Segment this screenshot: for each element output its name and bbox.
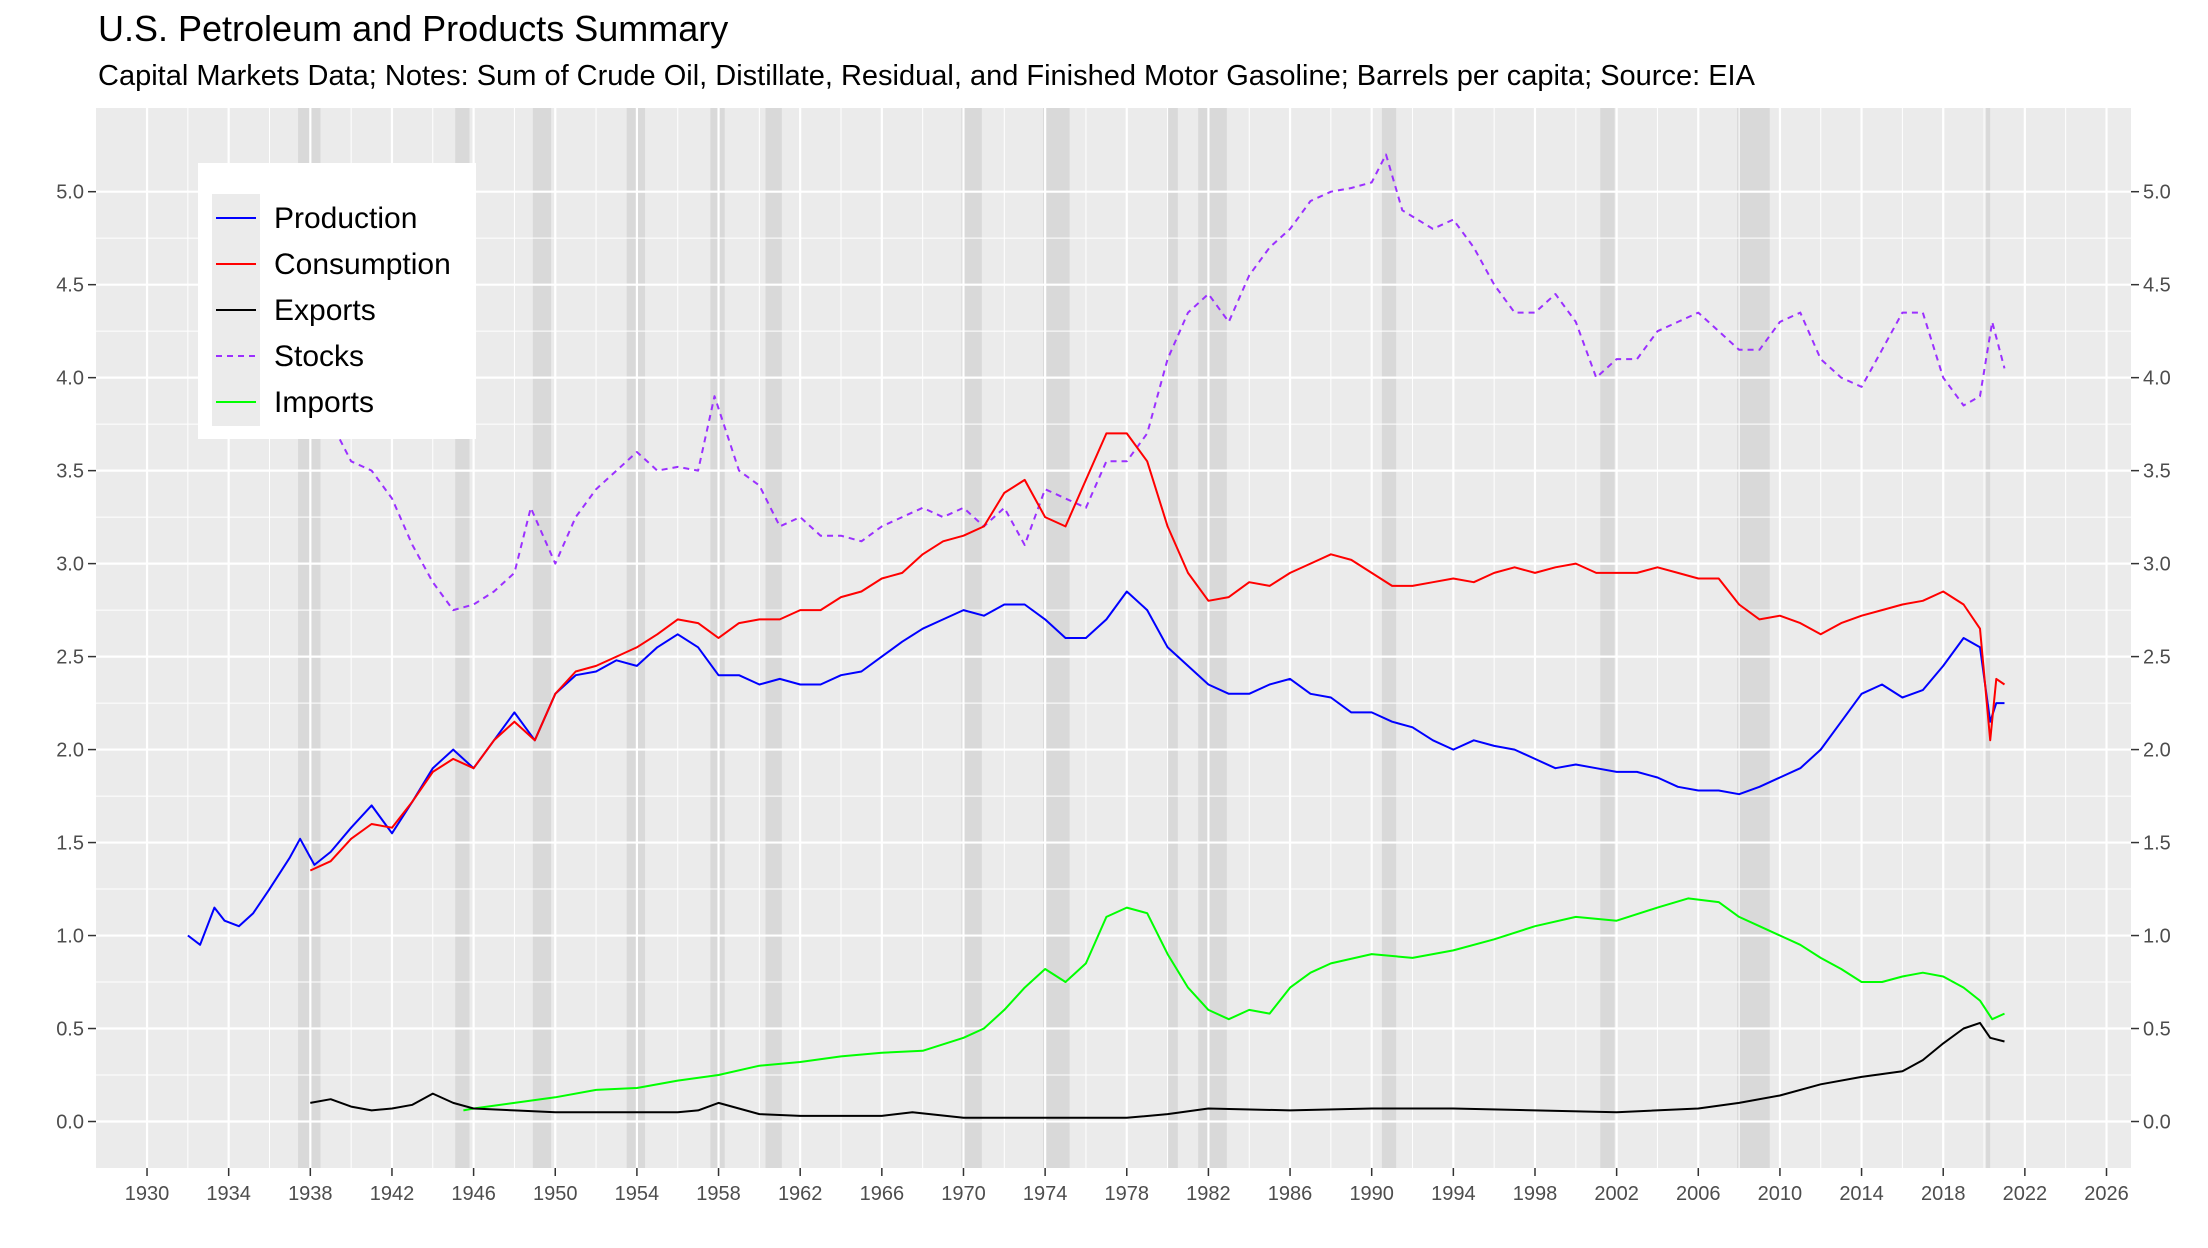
legend-item-imports: Imports — [212, 378, 374, 426]
y-tick-label-right: 3.0 — [2143, 554, 2171, 576]
x-tick-label: 2010 — [1758, 1183, 1803, 1205]
x-tick-label: 1998 — [1513, 1183, 1558, 1205]
left-y-axis: 0.0 0.5 1.0 1.5 2.0 2.5 3.0 3.5 4.0 4.5 5.0 — [56, 182, 96, 1134]
legend-item-production: Production — [212, 194, 417, 242]
right-y-axis: 0.0 0.5 1.0 1.5 2.0 2.5 3.0 3.5 4.0 4.5 5.0 — [2131, 182, 2171, 1134]
x-tick-label: 1942 — [370, 1183, 415, 1205]
x-axis: 1930 1934 1938 1942 1946 1950 1954 1958 1962 1966… — [125, 1168, 2129, 1205]
y-tick-label-left: 4.0 — [56, 368, 84, 390]
x-tick-label: 2026 — [2084, 1183, 2129, 1205]
x-tick-label: 1962 — [778, 1183, 823, 1205]
x-tick-label: 1994 — [1431, 1183, 1476, 1205]
x-tick-label: 2018 — [1921, 1183, 1966, 1205]
x-tick-label: 1954 — [615, 1183, 660, 1205]
y-tick-label-right: 4.5 — [2143, 275, 2171, 297]
y-tick-label-right: 2.5 — [2143, 647, 2171, 669]
x-tick-label: 1986 — [1268, 1183, 1313, 1205]
chart-title: U.S. Petroleum and Products Summary — [98, 8, 729, 49]
x-tick-label: 2006 — [1676, 1183, 1721, 1205]
legend-item-stocks: Stocks — [212, 332, 364, 380]
recession-band-10 — [1381, 108, 1397, 1168]
x-tick-label: 1958 — [696, 1183, 741, 1205]
x-tick-label: 2002 — [1594, 1183, 1639, 1205]
y-tick-label-left: 0.0 — [56, 1112, 84, 1134]
chart-subtitle: Capital Markets Data; Notes: Sum of Crud… — [98, 60, 1755, 92]
recession-band-6 — [961, 108, 982, 1168]
x-tick-label: 1974 — [1023, 1183, 1068, 1205]
x-tick-label: 1982 — [1186, 1183, 1231, 1205]
series-lines — [187, 153, 2006, 1119]
legend: Production Consumption Exports Stocks Im — [198, 163, 476, 439]
recession-band-11 — [1600, 108, 1615, 1168]
recession-band-9 — [1198, 108, 1227, 1168]
x-tick-label: 1938 — [288, 1183, 333, 1205]
series-line-production — [187, 590, 2005, 946]
legend-label-stocks: Stocks — [274, 340, 364, 373]
recession-band-5 — [765, 108, 782, 1168]
legend-item-exports: Exports — [212, 286, 376, 334]
y-tick-label-right: 1.5 — [2143, 833, 2171, 855]
series-line-imports — [463, 897, 2005, 1112]
legend-label-consumption: Consumption — [274, 248, 451, 281]
x-tick-label: 1966 — [860, 1183, 905, 1205]
y-tick-label-left: 2.0 — [56, 740, 84, 762]
series-line-stocks — [333, 153, 2006, 612]
y-tick-label-left: 3.0 — [56, 554, 84, 576]
x-tick-label: 2014 — [1839, 1183, 1884, 1205]
y-tick-label-left: 2.5 — [56, 647, 84, 669]
x-tick-label: 1930 — [125, 1183, 170, 1205]
legend-label-imports: Imports — [274, 386, 374, 419]
x-tick-label: 1990 — [1349, 1183, 1394, 1205]
y-tick-label-right: 0.5 — [2143, 1019, 2171, 1041]
series-line-consumption — [309, 432, 2006, 872]
y-tick-label-left: 0.5 — [56, 1019, 84, 1041]
x-tick-label: 1950 — [533, 1183, 578, 1205]
x-tick-label: 1970 — [941, 1183, 986, 1205]
x-tick-label: 2022 — [2003, 1183, 2048, 1205]
x-tick-label: 1978 — [1105, 1183, 1150, 1205]
y-tick-label-right: 0.0 — [2143, 1112, 2171, 1134]
y-tick-label-right: 4.0 — [2143, 368, 2171, 390]
recession-band-2 — [532, 108, 552, 1168]
y-tick-label-right: 5.0 — [2143, 182, 2171, 204]
recession-band-13 — [1986, 108, 1991, 1168]
series-line-exports — [310, 1021, 2005, 1119]
legend-item-consumption: Consumption — [212, 240, 451, 288]
y-tick-label-left: 5.0 — [56, 182, 84, 204]
y-tick-label-right: 2.0 — [2143, 740, 2171, 762]
y-tick-label-left: 1.5 — [56, 833, 84, 855]
recession-band-8 — [1167, 108, 1178, 1168]
recession-band-12 — [1737, 108, 1770, 1168]
x-tick-label: 1934 — [206, 1183, 251, 1205]
legend-label-production: Production — [274, 202, 417, 235]
y-tick-label-left: 4.5 — [56, 275, 84, 297]
x-tick-label: 1946 — [451, 1183, 496, 1205]
y-tick-label-right: 3.5 — [2143, 461, 2171, 483]
legend-label-exports: Exports — [274, 294, 376, 327]
y-tick-label-left: 3.5 — [56, 461, 84, 483]
y-tick-label-left: 1.0 — [56, 926, 84, 948]
y-tick-label-right: 1.0 — [2143, 926, 2171, 948]
